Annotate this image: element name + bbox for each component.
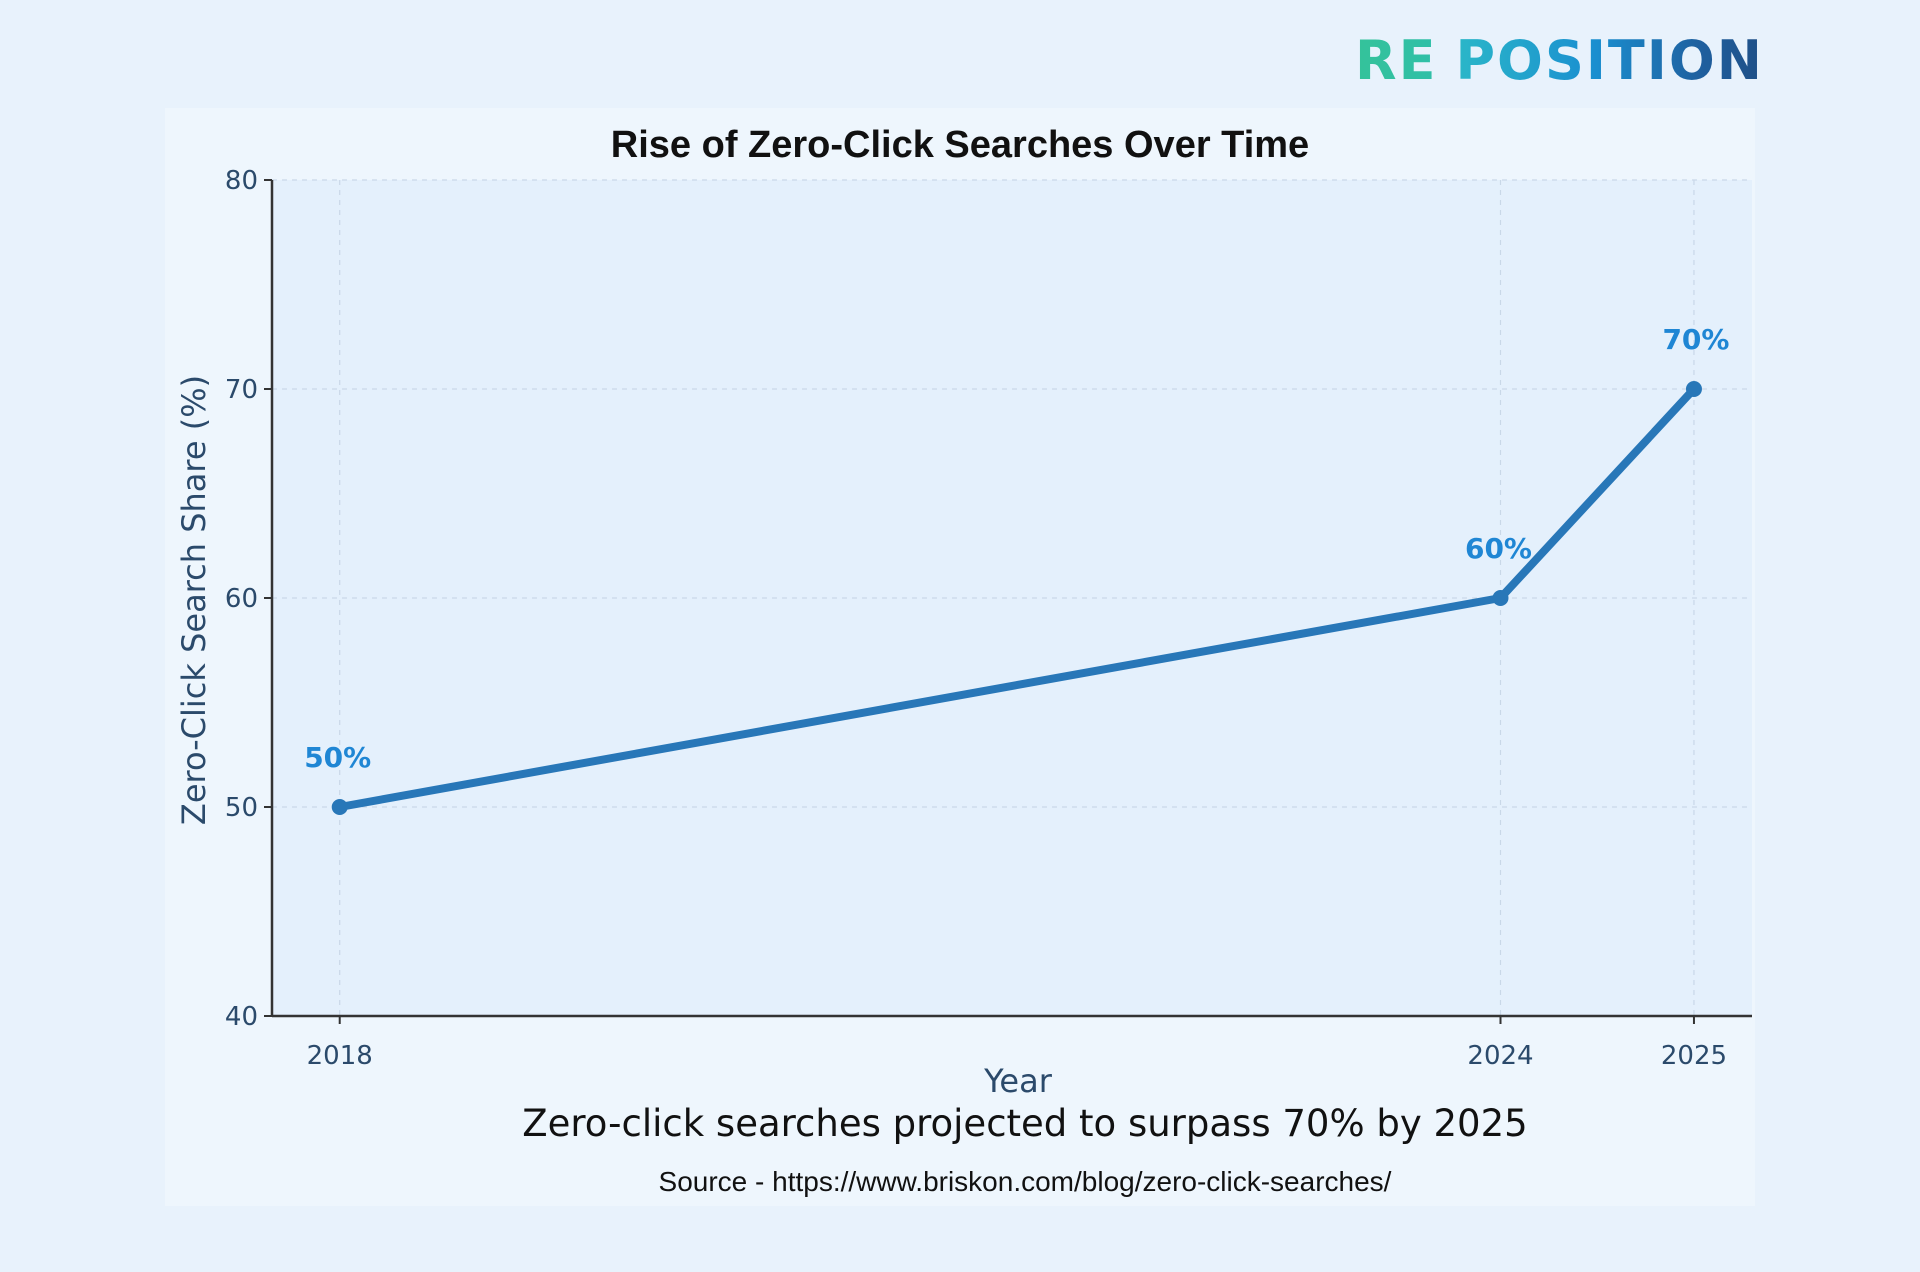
data-labels: 50% 60% 70%: [304, 323, 1729, 774]
y-tick-label: 70: [225, 375, 258, 405]
logo-part-re: RE: [1355, 28, 1438, 92]
data-label: 70%: [1662, 323, 1729, 356]
axes: [264, 179, 1752, 1024]
tick-labels: 40 50 60 70 80 2018 2024 2025: [225, 166, 1727, 1071]
x-tick-label: 2018: [307, 1041, 373, 1071]
reposition-logo: RE POSITION: [1355, 22, 1762, 98]
data-point: [1492, 590, 1509, 606]
x-tick-label: 2025: [1661, 1041, 1727, 1071]
chart-caption: Zero-click searches projected to surpass…: [522, 1102, 1528, 1145]
y-tick-label: 40: [225, 1002, 258, 1032]
chart-title: Rise of Zero-Click Searches Over Time: [611, 124, 1309, 166]
data-label: 50%: [304, 741, 371, 774]
x-axis-label: Year: [983, 1062, 1053, 1100]
y-tick-label: 50: [225, 793, 258, 823]
logo-part-position: POSITION: [1455, 28, 1764, 92]
y-tick-label: 80: [225, 166, 258, 196]
data-label: 60%: [1465, 532, 1532, 565]
y-axis-label: Zero-Click Search Share (%): [175, 375, 213, 825]
data-point: [331, 799, 348, 815]
data-point: [1685, 381, 1702, 397]
source-caption: Source - https://www.briskon.com/blog/ze…: [658, 1166, 1392, 1197]
series-group: [331, 381, 1702, 815]
x-tick-label: 2024: [1467, 1041, 1533, 1071]
y-tick-label: 60: [225, 584, 258, 614]
